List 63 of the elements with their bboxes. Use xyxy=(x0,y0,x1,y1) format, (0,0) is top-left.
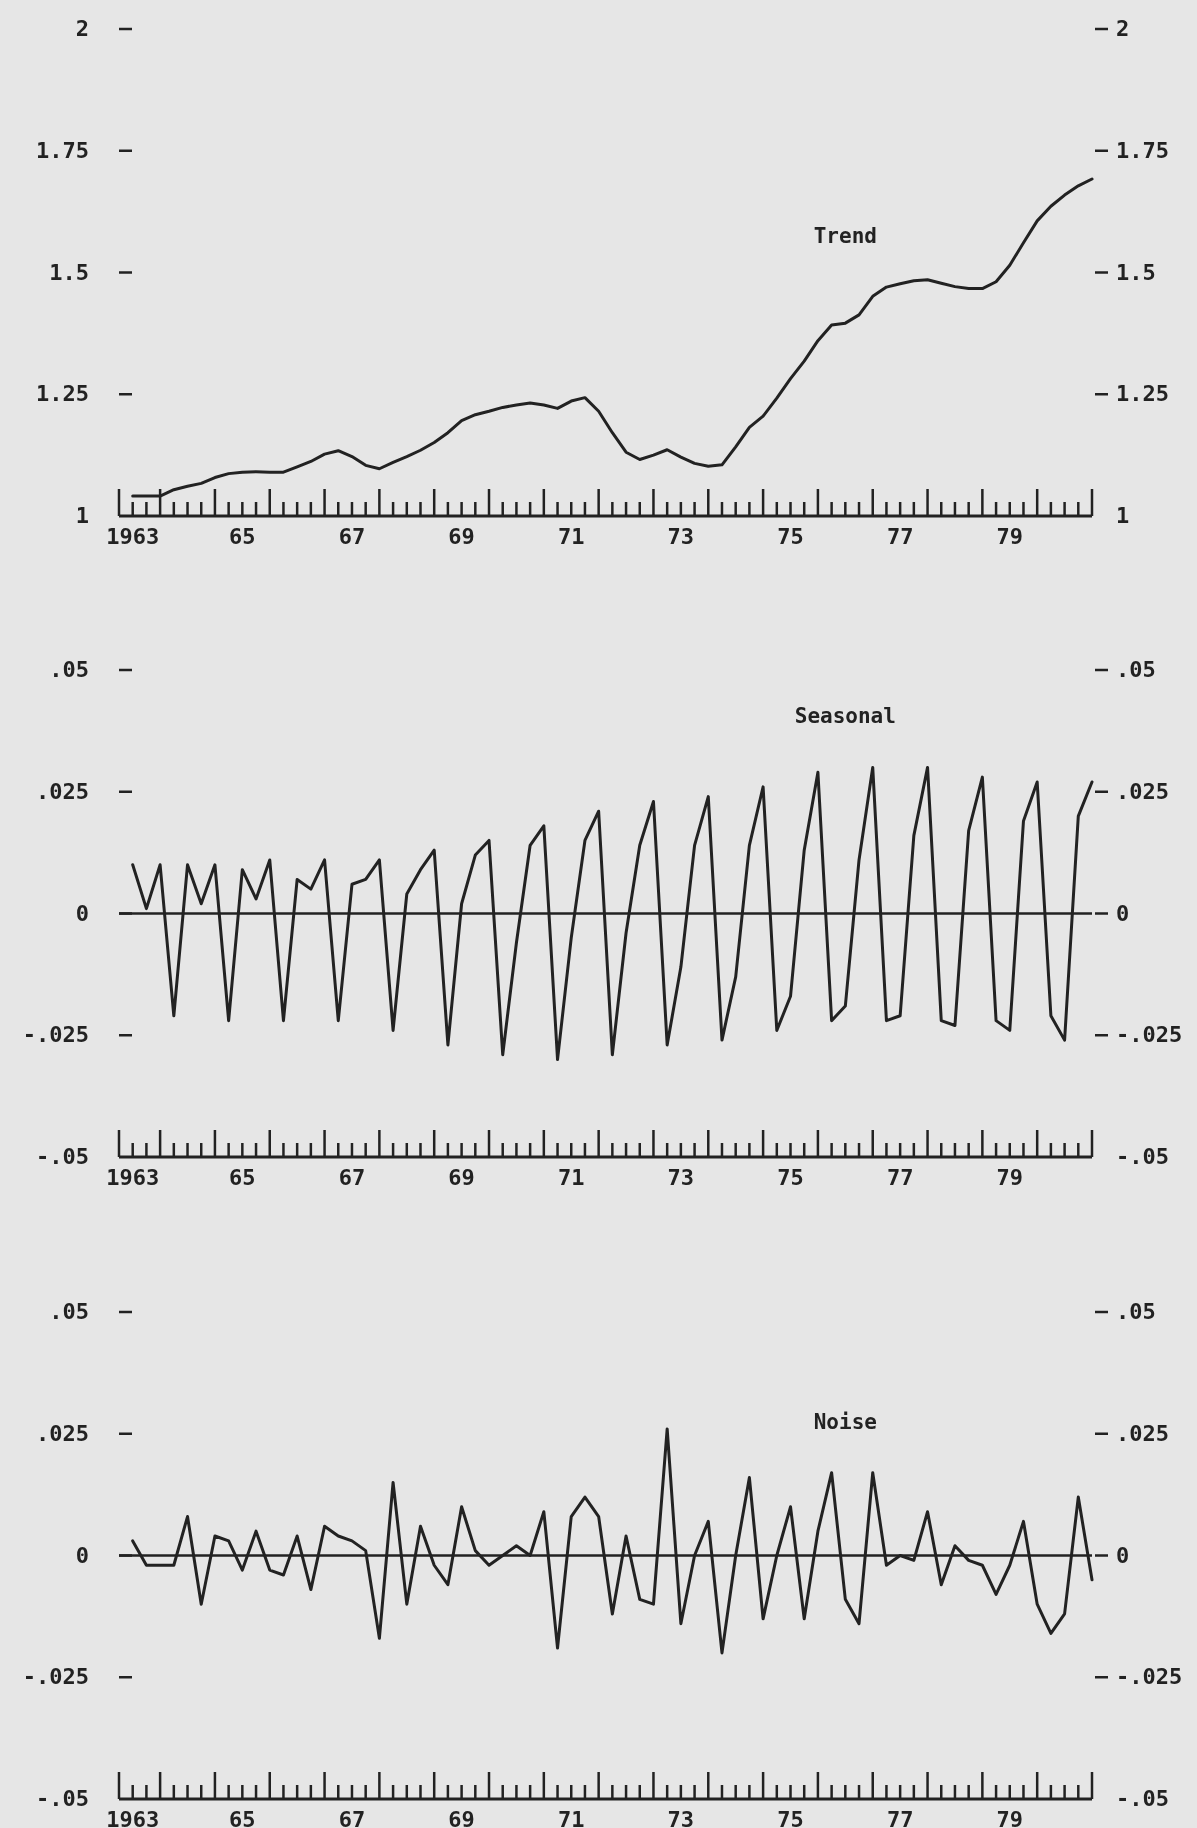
y2-tick-label: -.05 xyxy=(1116,1144,1169,1169)
x-tick-label: 1963 xyxy=(106,1165,160,1190)
y2-tick-label: 0 xyxy=(1116,900,1130,926)
y-tick-label: .05 xyxy=(49,1299,89,1324)
y2-tick-label: .025 xyxy=(1116,778,1169,804)
y-tick-label: .025 xyxy=(36,1420,89,1446)
y-tick-label: -.05 xyxy=(36,1786,89,1811)
x-tick-label: 71 xyxy=(557,524,585,549)
x-tick-label: 67 xyxy=(338,1165,366,1190)
y-tick-label: .025 xyxy=(36,778,89,804)
line-series xyxy=(131,1427,1094,1655)
text: Seasonal xyxy=(794,704,896,729)
line-series xyxy=(131,765,1094,1062)
y2-tick-label: 1 xyxy=(1116,503,1130,528)
y2-tick-label: -.025 xyxy=(1116,1664,1183,1690)
y2-tick-label: .05 xyxy=(1116,1299,1156,1324)
y2-tick-label: 2 xyxy=(1116,16,1130,41)
x-tick-label: 77 xyxy=(886,524,914,549)
y2-tick-label: 1.75 xyxy=(1116,137,1169,163)
x-tick-label: 77 xyxy=(886,1807,914,1828)
x-tick-label: 79 xyxy=(996,1807,1024,1828)
x-tick-label: 1963 xyxy=(106,1807,160,1828)
x-tick-label: 77 xyxy=(886,1165,914,1190)
series-label: Trend xyxy=(813,224,877,249)
y-tick-label: 1.25 xyxy=(36,381,89,407)
x-tick-label: 67 xyxy=(338,1807,366,1828)
x-tick-label: 75 xyxy=(777,1807,804,1828)
x-tick-label: 69 xyxy=(448,524,475,549)
x-tick-label: 75 xyxy=(777,524,804,549)
x-tick-label: 65 xyxy=(229,1807,256,1828)
y2-tick-label: .025 xyxy=(1116,1420,1169,1446)
x-tick-label: 65 xyxy=(229,1165,256,1190)
x-tick-label: 71 xyxy=(557,1165,585,1190)
x-tick-label: 1963 xyxy=(106,524,160,549)
y2-tick-label: .05 xyxy=(1116,657,1156,682)
y-tick-label: -.05 xyxy=(36,1144,89,1169)
x-tick-label: 67 xyxy=(338,524,366,549)
y-tick-label: 0 xyxy=(75,1542,89,1568)
y-tick-label: 1 xyxy=(75,503,89,528)
y-tick-label: 1.75 xyxy=(36,137,89,163)
y2-tick-label: 0 xyxy=(1116,1542,1130,1568)
x-tick-label: 75 xyxy=(777,1165,804,1190)
y2-tick-label: -.025 xyxy=(1116,1022,1183,1048)
x-tick-label: 65 xyxy=(229,524,256,549)
series-label: Noise xyxy=(813,1409,877,1434)
x-tick-label: 73 xyxy=(667,524,695,549)
y2-tick-label: -.05 xyxy=(1116,1786,1169,1811)
y2-tick-label: 1.5 xyxy=(1116,259,1156,285)
y-tick-label: -.025 xyxy=(22,1022,89,1048)
y-tick-label: 1.5 xyxy=(49,259,89,285)
x-tick-label: 71 xyxy=(557,1807,585,1828)
line-series xyxy=(131,177,1094,498)
x-tick-label: 69 xyxy=(448,1807,475,1828)
y-tick-label: .05 xyxy=(49,657,89,682)
y2-tick-label: 1.25 xyxy=(1116,381,1169,407)
y-tick-label: 2 xyxy=(75,16,89,41)
y-tick-label: -.025 xyxy=(22,1664,89,1690)
y-tick-label: 0 xyxy=(75,900,89,926)
x-tick-label: 73 xyxy=(667,1807,695,1828)
x-tick-label: 79 xyxy=(996,524,1024,549)
x-tick-label: 79 xyxy=(996,1165,1024,1190)
x-tick-label: 73 xyxy=(667,1165,695,1190)
x-tick-label: 69 xyxy=(448,1165,475,1190)
